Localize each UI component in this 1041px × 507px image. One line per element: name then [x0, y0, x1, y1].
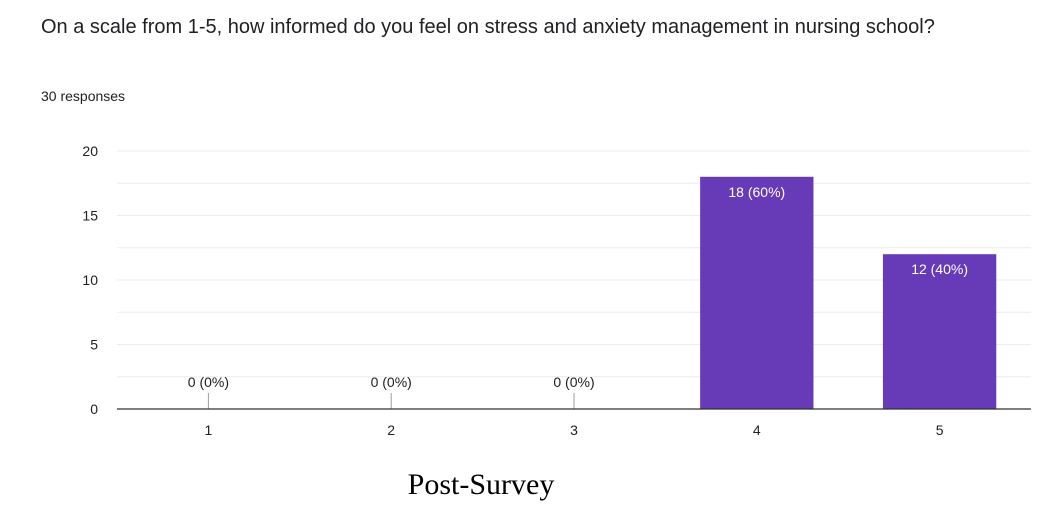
x-tick-label: 5 [936, 422, 944, 438]
x-tick-label: 4 [753, 422, 761, 438]
x-tick-label: 3 [570, 422, 578, 438]
data-label: 0 (0%) [553, 374, 594, 390]
x-tick-label: 2 [387, 422, 395, 438]
data-label: 0 (0%) [188, 374, 229, 390]
question-title: On a scale from 1-5, how informed do you… [41, 16, 935, 38]
survey-caption: Post-Survey [407, 468, 555, 501]
y-tick-label: 20 [82, 143, 98, 159]
y-tick-label: 5 [90, 337, 98, 353]
data-label: 18 (60%) [728, 184, 785, 200]
y-tick-label: 15 [82, 208, 98, 224]
data-label: 12 (40%) [911, 261, 968, 277]
x-tick-label: 1 [205, 422, 213, 438]
bar [700, 176, 814, 409]
y-tick-label: 10 [82, 272, 98, 288]
response-count: 30 responses [41, 88, 126, 104]
y-tick-label: 0 [90, 401, 98, 417]
data-label: 0 (0%) [371, 374, 412, 390]
bar [882, 254, 997, 409]
